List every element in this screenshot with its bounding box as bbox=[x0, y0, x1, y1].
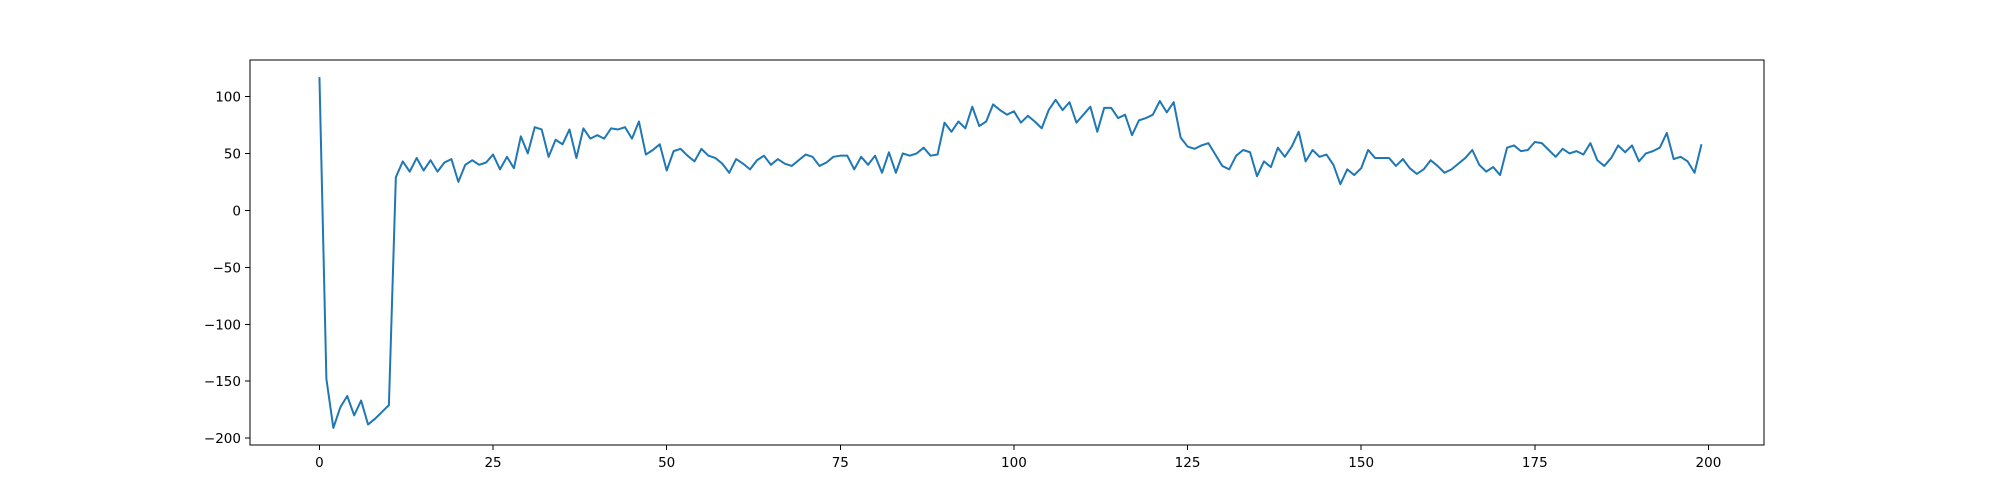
x-tick-label: 175 bbox=[1522, 455, 1548, 471]
x-tick-label: 200 bbox=[1696, 455, 1722, 471]
y-axis: −200 −150 −100 −50 0 50 100 bbox=[204, 89, 250, 447]
plot-area bbox=[318, 77, 1703, 429]
series-line-0 bbox=[318, 77, 1703, 429]
x-tick-label: 25 bbox=[484, 455, 501, 471]
x-tick-label: 125 bbox=[1175, 455, 1201, 471]
y-tick-label: −150 bbox=[204, 374, 241, 390]
x-axis: 0 25 50 75 100 125 150 175 200 bbox=[315, 445, 1721, 471]
y-tick-label: −200 bbox=[204, 431, 241, 447]
y-tick-label: 50 bbox=[224, 146, 241, 162]
x-tick-label: 0 bbox=[315, 455, 324, 471]
y-tick-label: 100 bbox=[215, 89, 241, 105]
y-tick-label: −100 bbox=[204, 317, 241, 333]
x-tick-label: 75 bbox=[832, 455, 849, 471]
y-tick-label: −50 bbox=[213, 260, 242, 276]
x-tick-label: 50 bbox=[658, 455, 675, 471]
x-tick-label: 150 bbox=[1348, 455, 1374, 471]
x-tick-label: 100 bbox=[1001, 455, 1027, 471]
y-tick-label: 0 bbox=[232, 203, 241, 219]
axes-frame bbox=[249, 59, 1765, 446]
